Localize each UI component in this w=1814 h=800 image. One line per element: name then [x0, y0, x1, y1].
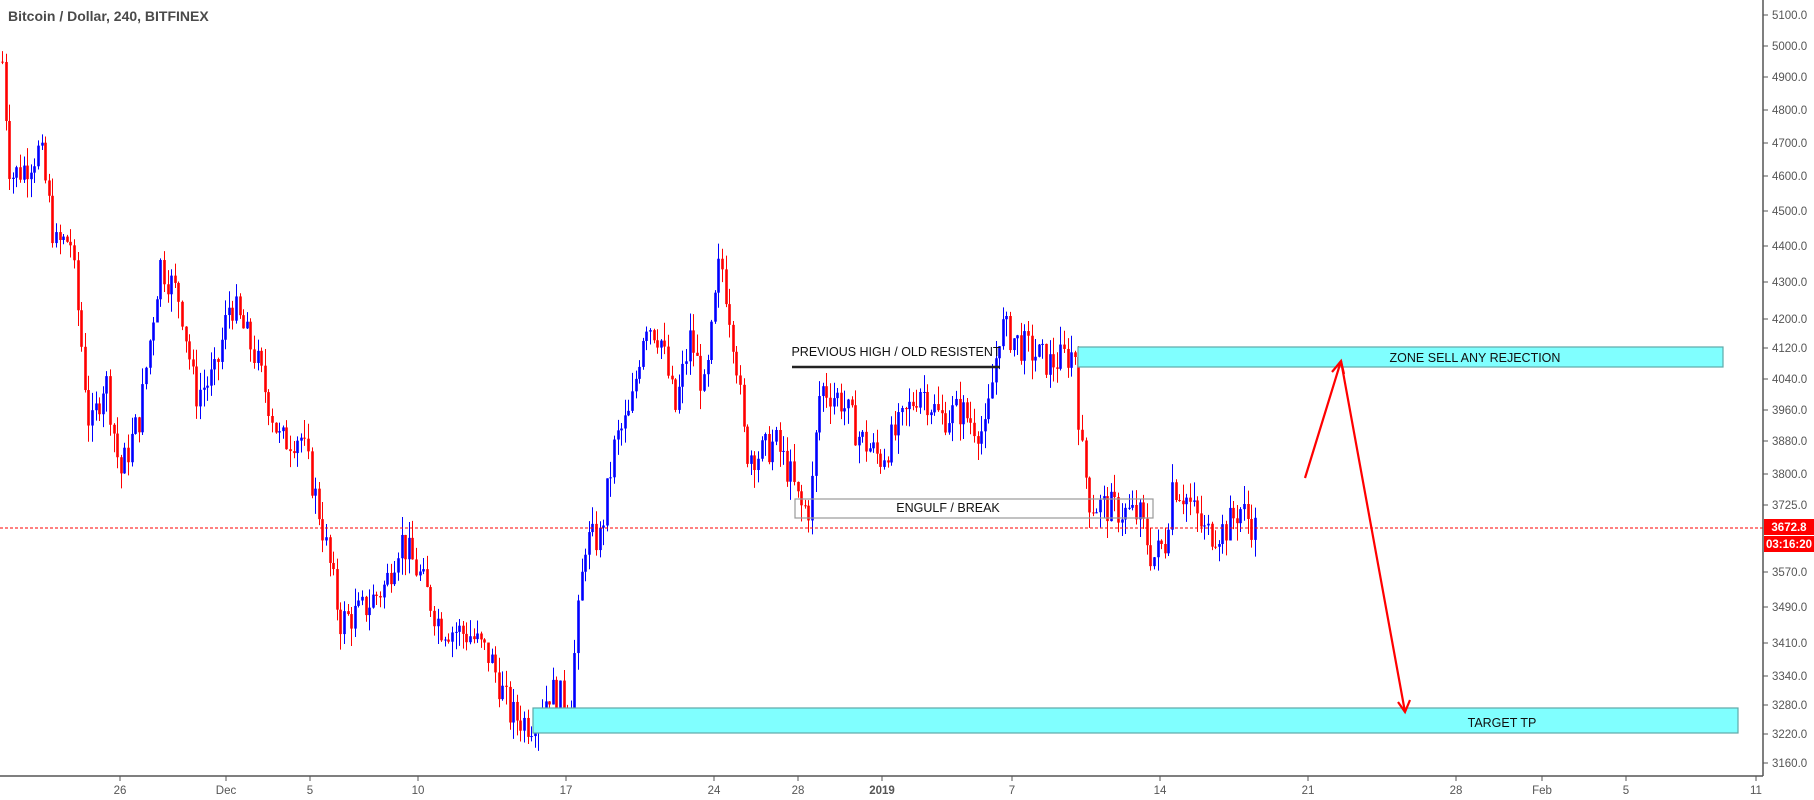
- date-tick-label: 26: [114, 785, 127, 797]
- price-tick-label: 5100.0: [1772, 10, 1807, 22]
- date-tick-label: 14: [1154, 785, 1167, 797]
- price-axis[interactable]: 5100.0 5000.0 4900.0 4800.0 4700.0 4600.0 4500…: [1762, 0, 1807, 776]
- price-tick-label: 4800.0: [1772, 105, 1807, 117]
- price-tick-label: 4500.0: [1772, 206, 1807, 218]
- date-tick-label: Feb: [1532, 785, 1552, 797]
- date-tick-label: 10: [412, 785, 425, 797]
- price-tick-label: 4700.0: [1772, 138, 1807, 150]
- price-tick-label: 3490.0: [1772, 602, 1807, 614]
- price-tick-label: 3340.0: [1772, 671, 1807, 683]
- date-tick-label: 28: [1450, 785, 1463, 797]
- date-tick-label: 17: [560, 785, 573, 797]
- date-tick-label: 24: [708, 785, 721, 797]
- price-tick-label: 4040.0: [1772, 374, 1807, 386]
- date-tick-label: 11: [1750, 785, 1762, 797]
- zone-sell-label: ZONE SELL ANY REJECTION: [1390, 351, 1561, 365]
- engulf-break-box[interactable]: ENGULF / BREAK: [794, 498, 1154, 519]
- time-axis[interactable]: 26 Dec 5 10 17 24 28 2019 7 14 21 28 Feb 5 11: [0, 775, 1763, 797]
- chart-title: Bitcoin / Dollar, 240, BITFINEX: [8, 8, 209, 24]
- price-tick-label: 4400.0: [1772, 241, 1807, 253]
- last-price-value: 3672.8: [1771, 522, 1807, 534]
- arrowhead-up-icon: [1331, 358, 1346, 375]
- date-tick-label: Dec: [216, 785, 237, 797]
- price-tick-label: 3410.0: [1772, 638, 1807, 650]
- projection-arrow[interactable]: [1303, 358, 1412, 715]
- price-tick-label: 3725.0: [1772, 500, 1807, 512]
- target-tp-label: TARGET TP: [1468, 716, 1537, 730]
- bar-countdown: 03:16:20: [1766, 539, 1812, 551]
- price-tick-label: 3570.0: [1772, 567, 1807, 579]
- target-zone[interactable]: TARGET TP: [532, 707, 1739, 734]
- price-tick-label: 3280.0: [1772, 700, 1807, 712]
- price-tick-label: 3880.0: [1772, 436, 1807, 448]
- price-tick-label: 3220.0: [1772, 729, 1807, 741]
- price-tick-label: 4900.0: [1772, 72, 1807, 84]
- candlestick-series: [1, 51, 1257, 751]
- price-tick-label: 4600.0: [1772, 171, 1807, 183]
- date-tick-label: 7: [1009, 785, 1015, 797]
- date-tick-label: 5: [1623, 785, 1629, 797]
- price-tick-label: 5000.0: [1772, 41, 1807, 53]
- price-tick-label: 4200.0: [1772, 314, 1807, 326]
- arrowhead-down-icon: [1397, 699, 1412, 715]
- price-tick-label: 3800.0: [1772, 469, 1807, 481]
- date-tick-label: 5: [307, 785, 313, 797]
- price-tick-label: 3160.0: [1772, 758, 1807, 770]
- resistance-level[interactable]: PREVIOUS HIGH / OLD RESISTENT: [791, 345, 1001, 369]
- date-tick-label: 2019: [869, 785, 895, 797]
- price-tick-label: 4300.0: [1772, 277, 1807, 289]
- date-tick-label: 21: [1302, 785, 1315, 797]
- price-tick-label: 4120.0: [1772, 343, 1807, 355]
- sell-zone[interactable]: ZONE SELL ANY REJECTION: [1077, 346, 1724, 368]
- engulf-label: ENGULF / BREAK: [896, 501, 1000, 515]
- last-price-tag: 3672.8 03:16:20: [1764, 519, 1814, 552]
- resistance-label: PREVIOUS HIGH / OLD RESISTENT: [791, 345, 1000, 359]
- price-tick-label: 3960.0: [1772, 405, 1807, 417]
- date-tick-label: 28: [792, 785, 805, 797]
